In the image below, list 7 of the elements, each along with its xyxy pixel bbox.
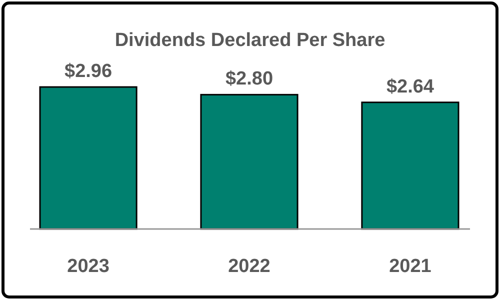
chart-title: Dividends Declared Per Share	[114, 30, 386, 51]
x-tick-label: 2021	[389, 256, 432, 277]
data-label: $2.80	[225, 68, 274, 90]
x-tick-label: 2022	[228, 256, 270, 277]
data-label: $2.96	[64, 61, 112, 82]
x-tick-label: 2023	[67, 256, 110, 277]
data-label: $2.64	[386, 76, 434, 98]
